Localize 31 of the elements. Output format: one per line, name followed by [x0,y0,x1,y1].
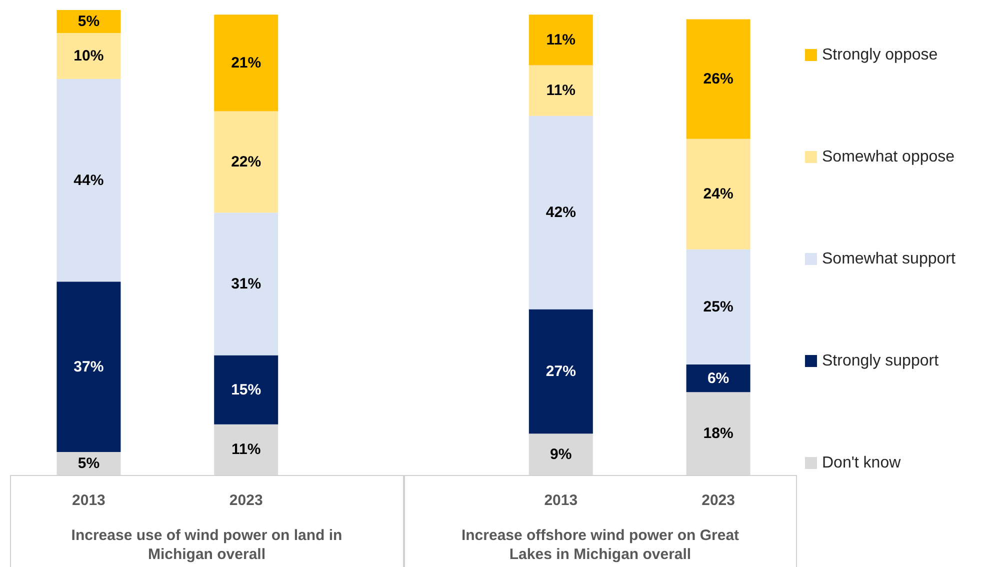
x-tick-label: 2013 [544,492,578,509]
data-label: 21% [231,54,262,72]
data-label: 22% [231,153,262,170]
data-label: 6% [707,370,730,387]
data-label: 24% [703,186,734,203]
text: Increase offshore wind power on Great Lakes in Michigan overall [460,526,740,564]
data-label: 42% [546,204,576,222]
legend-label: Somewhat oppose [822,148,955,166]
data-label: 5% [78,13,100,30]
data-label: 26% [703,70,734,88]
data-label: 9% [550,446,572,463]
data-label: 31% [231,275,262,292]
data-label: 10% [74,48,104,65]
x-tick-label: 2023 [702,492,735,509]
data-label: 11% [546,82,576,100]
x-tick-label: 2013 [72,492,106,509]
data-label: 18% [703,425,734,442]
legend-label: Strongly oppose [822,46,938,64]
data-label: 27% [546,362,576,380]
data-label: 25% [703,298,734,316]
data-label: 11% [546,31,576,48]
legend-label: Strongly support [822,352,940,370]
data-label: 37% [74,358,104,376]
data-label: 44% [74,172,104,189]
data-label: 15% [231,381,262,398]
text: Increase use of wind power on land in Michigan overall [70,526,344,564]
x-tick-label: 2023 [229,492,263,509]
legend-label: Somewhat support [822,250,956,268]
legend-label: Don't know [822,454,902,472]
data-label: 11% [232,441,261,458]
data-label: 5% [78,454,100,472]
